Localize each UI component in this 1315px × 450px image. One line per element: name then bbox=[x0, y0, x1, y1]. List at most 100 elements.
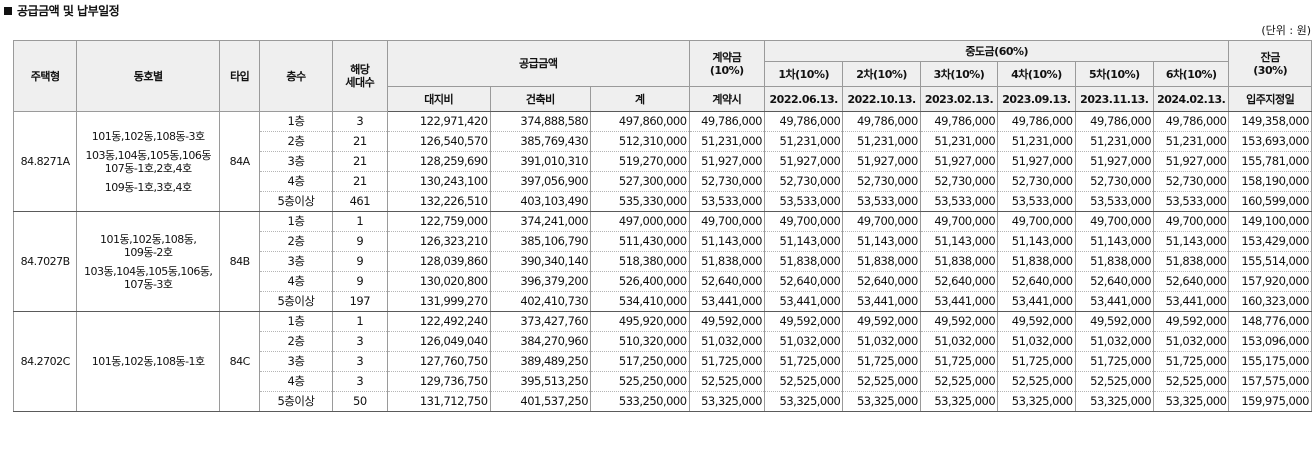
building-cell: 402,410,730 bbox=[489, 291, 592, 312]
balance-cell: 158,190,000 bbox=[1228, 171, 1312, 192]
middle-5-cell: 51,032,000 bbox=[1074, 331, 1155, 352]
middle-2-cell: 52,525,000 bbox=[842, 371, 921, 392]
floor-cell: 3층 bbox=[259, 351, 333, 372]
balance-cell: 157,575,000 bbox=[1228, 371, 1312, 392]
land-cell: 128,259,690 bbox=[386, 151, 491, 172]
building-cell: 403,103,490 bbox=[489, 191, 592, 212]
middle-4-cell: 53,441,000 bbox=[997, 291, 1076, 312]
building-cell: 385,106,790 bbox=[489, 231, 592, 252]
contract-cell: 51,143,000 bbox=[688, 231, 765, 252]
middle-2-cell: 51,927,000 bbox=[842, 151, 921, 172]
middle-1-cell: 52,525,000 bbox=[763, 371, 844, 392]
middle-4-cell: 51,231,000 bbox=[997, 131, 1076, 152]
units-cell: 9 bbox=[331, 231, 388, 252]
dong-ho-line: 109동-1호,3호,4호 bbox=[104, 180, 192, 194]
building-cell: 384,270,960 bbox=[489, 331, 592, 352]
middle-5-cell: 51,143,000 bbox=[1074, 231, 1155, 252]
floor-cell: 2층 bbox=[259, 231, 333, 252]
units-cell: 21 bbox=[331, 171, 388, 192]
header-middle-4-label: 4차(10%) bbox=[997, 61, 1076, 87]
middle-5-cell: 52,730,000 bbox=[1074, 171, 1155, 192]
middle-1-cell: 49,700,000 bbox=[763, 211, 844, 232]
balance-cell: 149,358,000 bbox=[1228, 111, 1312, 132]
floor-cell: 1층 bbox=[259, 211, 333, 232]
middle-2-cell: 51,838,000 bbox=[842, 251, 921, 272]
total-cell: 533,250,000 bbox=[590, 391, 690, 412]
middle-2-cell: 51,725,000 bbox=[842, 351, 921, 372]
taip-cell: 84A bbox=[219, 111, 261, 212]
middle-3-cell: 51,725,000 bbox=[919, 351, 999, 372]
middle-3-cell: 51,032,000 bbox=[919, 331, 999, 352]
middle-4-cell: 51,725,000 bbox=[997, 351, 1076, 372]
middle-2-cell: 49,592,000 bbox=[842, 311, 921, 332]
total-cell: 525,250,000 bbox=[590, 371, 690, 392]
header-total: 계 bbox=[590, 86, 690, 112]
land-cell: 122,492,240 bbox=[386, 311, 491, 332]
balance-cell: 160,599,000 bbox=[1228, 191, 1312, 212]
units-cell: 9 bbox=[331, 251, 388, 272]
table-row: 5층이상 461 132,226,510 403,103,490 535,330,000… bbox=[14, 191, 1312, 212]
balance-cell: 153,429,000 bbox=[1228, 231, 1312, 252]
middle-6-cell: 52,640,000 bbox=[1153, 271, 1230, 292]
contract-cell: 53,441,000 bbox=[688, 291, 765, 312]
middle-4-cell: 51,143,000 bbox=[997, 231, 1076, 252]
middle-4-cell: 51,032,000 bbox=[997, 331, 1076, 352]
land-cell: 122,971,420 bbox=[386, 111, 491, 132]
header-middle-5-date: 2023.11.13. bbox=[1074, 86, 1155, 112]
header-balance: 잔금 (30%) bbox=[1228, 40, 1312, 87]
land-cell: 126,540,570 bbox=[386, 131, 491, 152]
middle-6-cell: 53,441,000 bbox=[1153, 291, 1230, 312]
middle-6-cell: 49,786,000 bbox=[1153, 111, 1230, 132]
middle-6-cell: 53,325,000 bbox=[1153, 391, 1230, 412]
header-middle-3-date: 2023.02.13. bbox=[919, 86, 999, 112]
table-row: 4층 9 130,020,800 396,379,200 526,400,000 52,6… bbox=[14, 271, 1312, 292]
middle-3-cell: 52,640,000 bbox=[919, 271, 999, 292]
floor-cell: 4층 bbox=[259, 171, 333, 192]
contract-cell: 53,533,000 bbox=[688, 191, 765, 212]
table-row: 2층 9 126,323,210 385,106,790 511,430,000 51,1… bbox=[14, 231, 1312, 252]
unit-note: (단위 : 원) bbox=[1261, 24, 1311, 37]
building-cell: 396,379,200 bbox=[489, 271, 592, 292]
balance-cell: 148,776,000 bbox=[1228, 311, 1312, 332]
header-middle-6-date: 2024.02.13. bbox=[1153, 86, 1230, 112]
section-title: 공급금액 및 납부일정 bbox=[4, 2, 120, 19]
land-cell: 130,243,100 bbox=[386, 171, 491, 192]
building-cell: 395,513,250 bbox=[489, 371, 592, 392]
middle-5-cell: 51,231,000 bbox=[1074, 131, 1155, 152]
header-middle-1-label: 1차(10%) bbox=[763, 61, 844, 87]
middle-6-cell: 51,927,000 bbox=[1153, 151, 1230, 172]
total-cell: 534,410,000 bbox=[590, 291, 690, 312]
middle-3-cell: 53,325,000 bbox=[919, 391, 999, 412]
middle-5-cell: 53,533,000 bbox=[1074, 191, 1155, 212]
land-cell: 127,760,750 bbox=[386, 351, 491, 372]
land-cell: 130,020,800 bbox=[386, 271, 491, 292]
floor-cell: 5층이상 bbox=[259, 191, 333, 212]
header-building: 건축비 bbox=[489, 86, 592, 112]
table-row: 2층 3 126,049,040 384,270,960 510,320,000 51,0… bbox=[14, 331, 1312, 352]
building-cell: 397,056,900 bbox=[489, 171, 592, 192]
floor-cell: 3층 bbox=[259, 151, 333, 172]
header-middle-2-date: 2022.10.13. bbox=[842, 86, 921, 112]
header-households: 해당 세대수 bbox=[331, 40, 388, 112]
middle-5-cell: 49,592,000 bbox=[1074, 311, 1155, 332]
floor-cell: 2층 bbox=[259, 331, 333, 352]
dong-ho-cell: 101동,102동,108동-3호 103동,104동,105동,106동 107… bbox=[76, 111, 221, 212]
total-cell: 519,270,000 bbox=[590, 151, 690, 172]
middle-6-cell: 52,730,000 bbox=[1153, 171, 1230, 192]
header-floor: 층수 bbox=[259, 40, 333, 112]
middle-5-cell: 51,927,000 bbox=[1074, 151, 1155, 172]
header-type: 주택형 bbox=[12, 40, 78, 112]
middle-1-cell: 51,231,000 bbox=[763, 131, 844, 152]
middle-1-cell: 51,143,000 bbox=[763, 231, 844, 252]
table-row: 84.2702C 101동,102동,108동-1호 84C 1층 1 122,492,2… bbox=[12, 311, 1312, 412]
table-row: 3층 21 128,259,690 391,010,310 519,270,000 51,… bbox=[14, 151, 1312, 172]
header-balance-l2: (30%) bbox=[1253, 63, 1288, 77]
middle-2-cell: 49,700,000 bbox=[842, 211, 921, 232]
middle-1-cell: 52,640,000 bbox=[763, 271, 844, 292]
header-land: 대지비 bbox=[386, 86, 491, 112]
middle-1-cell: 51,725,000 bbox=[763, 351, 844, 372]
middle-6-cell: 53,533,000 bbox=[1153, 191, 1230, 212]
table-body: 84.8271A 101동,102동,108동-3호 103동,104동,105동,… bbox=[12, 111, 1312, 412]
land-cell: 126,049,040 bbox=[386, 331, 491, 352]
middle-3-cell: 51,231,000 bbox=[919, 131, 999, 152]
